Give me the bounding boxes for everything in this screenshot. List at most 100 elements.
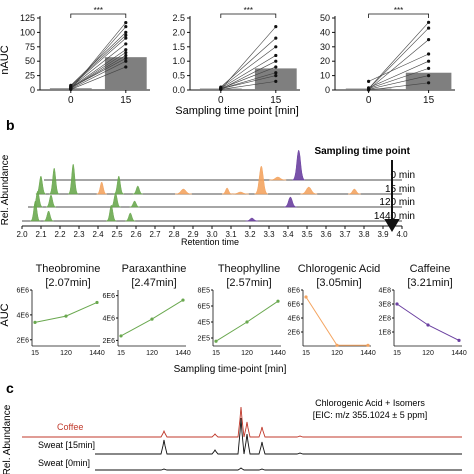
chromatogram-peak (269, 176, 287, 181)
y-tick-label: 1.0 (172, 56, 185, 66)
y-tick-label: 0 (325, 85, 330, 95)
small-plot-title: Caffeine (410, 263, 451, 275)
point-15 (427, 52, 431, 56)
y-tick-label: 125 (20, 13, 35, 23)
rt-tick-label: 2.7 (149, 230, 161, 239)
y-tick-label: 20 (320, 56, 330, 66)
chromatogram-peak (174, 188, 192, 195)
point-0 (69, 86, 73, 90)
chromatogram-peak (132, 185, 143, 195)
rt-tick-label: 3.7 (339, 230, 351, 239)
point-15 (124, 30, 128, 34)
time-arrow-icon (384, 160, 400, 232)
small-series-point (335, 343, 339, 347)
small-x-tick-label: 120 (422, 350, 434, 357)
y-tick-label: 0.5 (172, 71, 185, 81)
small-series-point (95, 300, 99, 305)
rt-tick-label: 3.3 (263, 230, 275, 239)
small-x-tick-label: 120 (60, 350, 72, 357)
paired-line (220, 72, 276, 90)
small-series-point (457, 338, 461, 342)
point-15 (427, 59, 431, 63)
chromatogram-peak (45, 194, 57, 208)
y-tick-label: 50 (25, 56, 35, 66)
rt-tick-label: 2.1 (35, 230, 47, 239)
small-series-point (395, 302, 399, 306)
panel-c-annotation-2: [EIC: m/z 355.1024 ± 5 ppm] (313, 410, 428, 420)
small-x-tick-label: 120 (241, 350, 253, 357)
small-y-tick-label: 6E5 (198, 304, 211, 311)
rt-tick-label: 2.0 (16, 230, 28, 239)
significance-bracket (70, 13, 127, 18)
point-0 (219, 87, 223, 91)
paired-line (70, 66, 126, 90)
chromatogram-peak (232, 191, 249, 195)
small-y-tick-label: 2E5 (198, 336, 211, 343)
y-tick-label: 25 (25, 71, 35, 81)
panel-a-ylabel: nAUC (0, 45, 11, 74)
paired-line (70, 35, 127, 87)
small-y-tick-label: 6E6 (288, 302, 301, 309)
x-tick-label: 0 (218, 95, 224, 106)
eic-trace (22, 406, 462, 438)
paired-line (368, 53, 429, 82)
panel-a-xlabel: Sampling time point [min] (175, 105, 299, 117)
chromatogram-peak (292, 149, 306, 181)
chromatogram-peak (48, 167, 60, 195)
paired-line (368, 68, 429, 89)
y-tick-label: 50 (320, 13, 330, 23)
small-y-tick-label: 2E6 (288, 330, 301, 337)
point-15 (427, 20, 431, 24)
paired-line (70, 58, 126, 88)
rt-tick-label: 2.4 (92, 230, 104, 239)
chromatogram-peak (300, 186, 318, 195)
small-plot-title: Theophylline (218, 263, 280, 275)
small-plot-subtitle: [3.05min] (316, 277, 361, 289)
panel-b-ylabel: Rel. Abundance (0, 154, 11, 225)
panel-c-label: c (6, 380, 14, 396)
point-15 (124, 42, 128, 46)
small-x-tick-label: 15 (117, 350, 125, 357)
small-y-tick-label: 1E8 (379, 330, 392, 337)
panel-b: b Rel. Abundance Sampling time point 0 m… (0, 117, 415, 247)
chromatogram-peak (125, 212, 136, 222)
small-plot-title: Chlorogenic Acid (298, 263, 381, 275)
chromatogram-peak (110, 192, 121, 208)
paired-line (70, 32, 127, 86)
small-y-tick-label: 6E6 (17, 288, 30, 295)
small-plot-subtitle: [3.21min] (407, 277, 452, 289)
y-tick-label: 1.5 (172, 42, 185, 52)
chromatogram-peak (254, 165, 269, 195)
y-tick-label: 2.5 (172, 13, 185, 23)
point-15 (124, 50, 128, 55)
chromatogram-peak (222, 187, 233, 195)
panel-a-chart-1: 0 25 50 75 100 125 0 15 *** (20, 6, 150, 106)
point-15 (274, 36, 278, 40)
paired-line (220, 55, 276, 89)
small-series-point (276, 299, 280, 303)
small-x-tick-label: 120 (331, 350, 343, 357)
chromatogram-peak (129, 200, 140, 208)
paired-line (220, 26, 277, 90)
point-0 (367, 79, 371, 83)
small-plot-subtitle: [2.47min] (131, 277, 176, 289)
rt-tick-label: 3.1 (225, 230, 237, 239)
paired-line (220, 81, 276, 90)
x-tick-label: 15 (423, 95, 435, 106)
chromatogram-peak (245, 217, 259, 222)
y-tick-label: 40 (320, 27, 330, 37)
point-15 (274, 53, 278, 58)
small-series-point (64, 314, 68, 318)
panel-c-traces (22, 406, 462, 471)
rt-tick-label: 2.5 (111, 230, 123, 239)
panel-a-chart-3: 0 10 20 30 40 50 0 15 *** (320, 6, 455, 106)
chromatogram-peak (348, 188, 361, 195)
small-series-point (181, 298, 185, 302)
eic-trace (95, 417, 462, 455)
small-plot-subtitle: [2.57min] (226, 277, 271, 289)
point-15 (427, 74, 431, 78)
small-y-tick-label: 4E6 (288, 316, 301, 323)
small-series-point (214, 339, 218, 343)
